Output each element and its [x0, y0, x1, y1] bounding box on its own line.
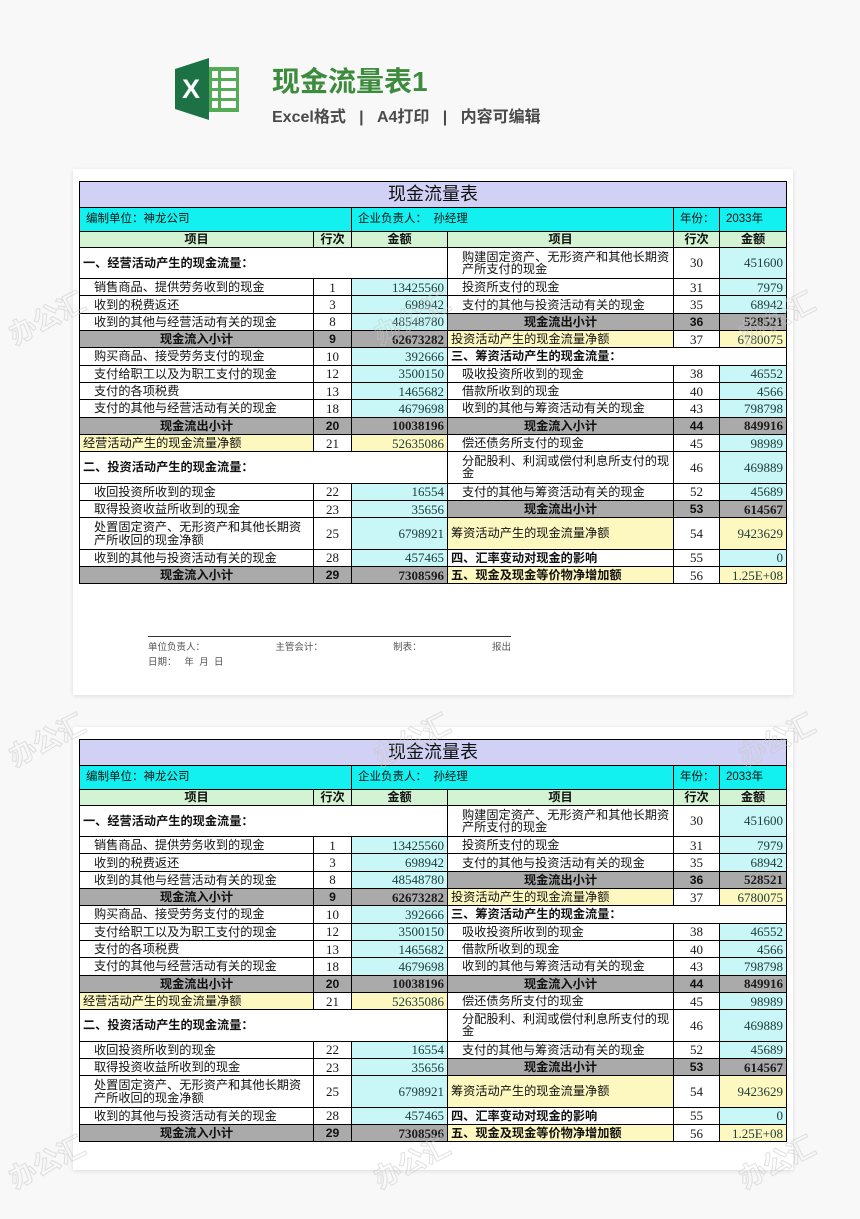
svg-text:X: X: [182, 74, 200, 104]
